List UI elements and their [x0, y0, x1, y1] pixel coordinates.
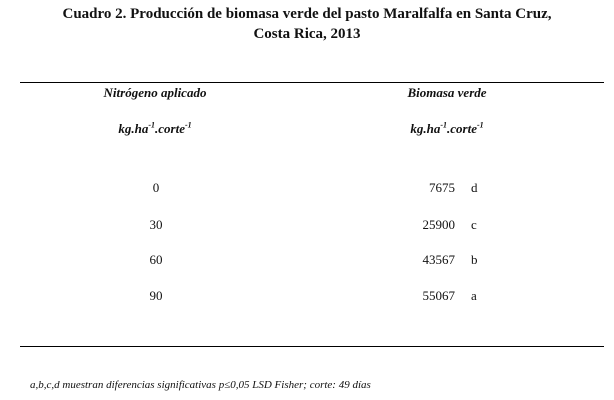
bottom-rule: [20, 346, 604, 347]
cell-biomass: 7675: [429, 180, 455, 195]
cell-group: a: [471, 288, 477, 303]
cell-group: d: [471, 180, 478, 195]
cell-nitrogen: 30: [149, 217, 163, 232]
table-title-line-2: Costa Rica, 2013: [253, 26, 361, 42]
cell-biomass: 43567: [422, 252, 456, 267]
cell-biomass: 55067: [422, 288, 456, 303]
cell-nitrogen: 90: [149, 288, 163, 303]
header-biomass: Biomasa verde: [407, 85, 487, 100]
table-footnote: a,b,c,d muestran diferencias significati…: [30, 379, 371, 391]
cell-group: b: [471, 252, 478, 267]
table-title-line-1: Cuadro 2. Producción de biomasa verde de…: [62, 6, 552, 22]
cell-nitrogen: 0: [152, 180, 160, 195]
unit-biomass: kg.ha-1.corte-1: [410, 120, 484, 136]
header-nitrogen: Nitrógeno aplicado: [103, 85, 207, 100]
top-rule: [20, 82, 604, 83]
cell-group: c: [471, 217, 477, 232]
cell-biomass: 25900: [422, 217, 456, 232]
cell-nitrogen: 60: [149, 252, 163, 267]
unit-nitrogen: kg.ha-1.corte-1: [118, 120, 192, 136]
